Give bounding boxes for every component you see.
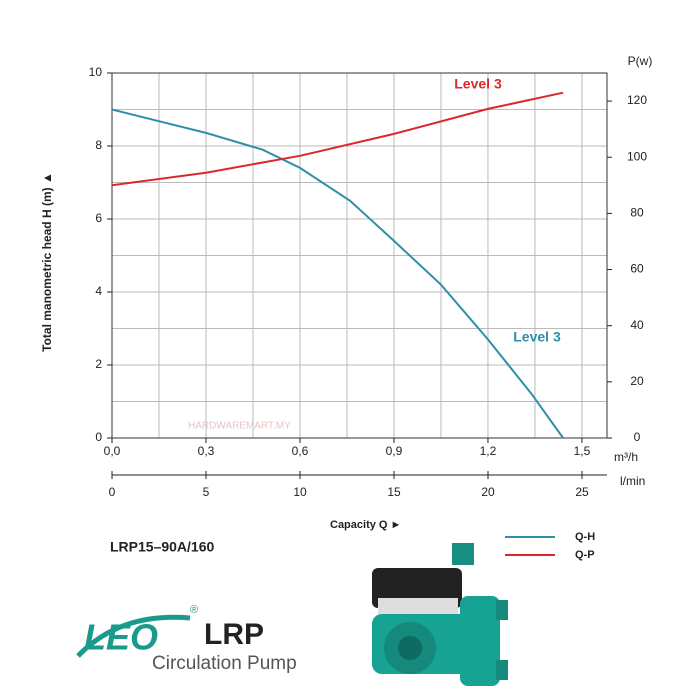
x-tick-label: 0,3 (198, 444, 215, 458)
legend-label: Q-H (575, 531, 595, 543)
y-tick-label: 4 (95, 284, 102, 298)
y-axis-label: Total manometric head H (m) ▲ (40, 172, 54, 352)
series-line (111, 91, 564, 187)
product-name: LRP (204, 618, 264, 651)
registered-mark: ® (190, 604, 198, 616)
y-tick-label: 0 (95, 430, 102, 444)
watermark: HARDWAREMART.MY (188, 421, 291, 432)
series-line (111, 108, 564, 439)
x-tick-label: 0,9 (386, 444, 403, 458)
x2-tick-label: 10 (293, 485, 307, 499)
x-axis-label: m³/h (614, 450, 638, 464)
product-subtitle: Circulation Pump (152, 653, 297, 674)
x2-axis-label: l/min (620, 474, 645, 488)
x2-tick-label: 0 (109, 485, 116, 499)
pump-image (372, 543, 508, 686)
x-tick-label: 1,5 (574, 444, 591, 458)
x-tick-label: 0,6 (292, 444, 309, 458)
y-tick-label: 10 (89, 65, 103, 79)
y-tick-label: 2 (95, 357, 102, 371)
y2-axis-label: P(w) (628, 54, 653, 68)
annotation: Level 3 (513, 329, 561, 345)
x2-tick-label: 25 (575, 485, 589, 499)
y-tick-label: 8 (95, 138, 102, 152)
legend-label: Q-P (575, 549, 595, 561)
y2-tick-label: 0 (634, 430, 641, 444)
annotation: Level 3 (454, 76, 502, 92)
x-tick-label: 1,2 (480, 444, 497, 458)
y2-tick-label: 40 (630, 318, 644, 332)
y2-tick-label: 80 (630, 206, 644, 220)
y2-tick-label: 120 (627, 93, 647, 107)
logo-swoosh (76, 614, 191, 658)
model: LRP15–90A/160 (110, 539, 215, 555)
y2-tick-label: 20 (630, 374, 644, 388)
y2-tick-label: 60 (630, 262, 644, 276)
x2-tick-label: 20 (481, 485, 495, 499)
x2-tick-label: 15 (387, 485, 401, 499)
plot-frame (111, 72, 608, 439)
y-tick-label: 6 (95, 211, 102, 225)
x2-tick-label: 5 (203, 485, 210, 499)
y2-tick-label: 100 (627, 149, 647, 163)
x-tick-label: 0,0 (104, 444, 121, 458)
caption: Capacity Q ► (330, 519, 401, 531)
logo: LEO (84, 617, 158, 658)
